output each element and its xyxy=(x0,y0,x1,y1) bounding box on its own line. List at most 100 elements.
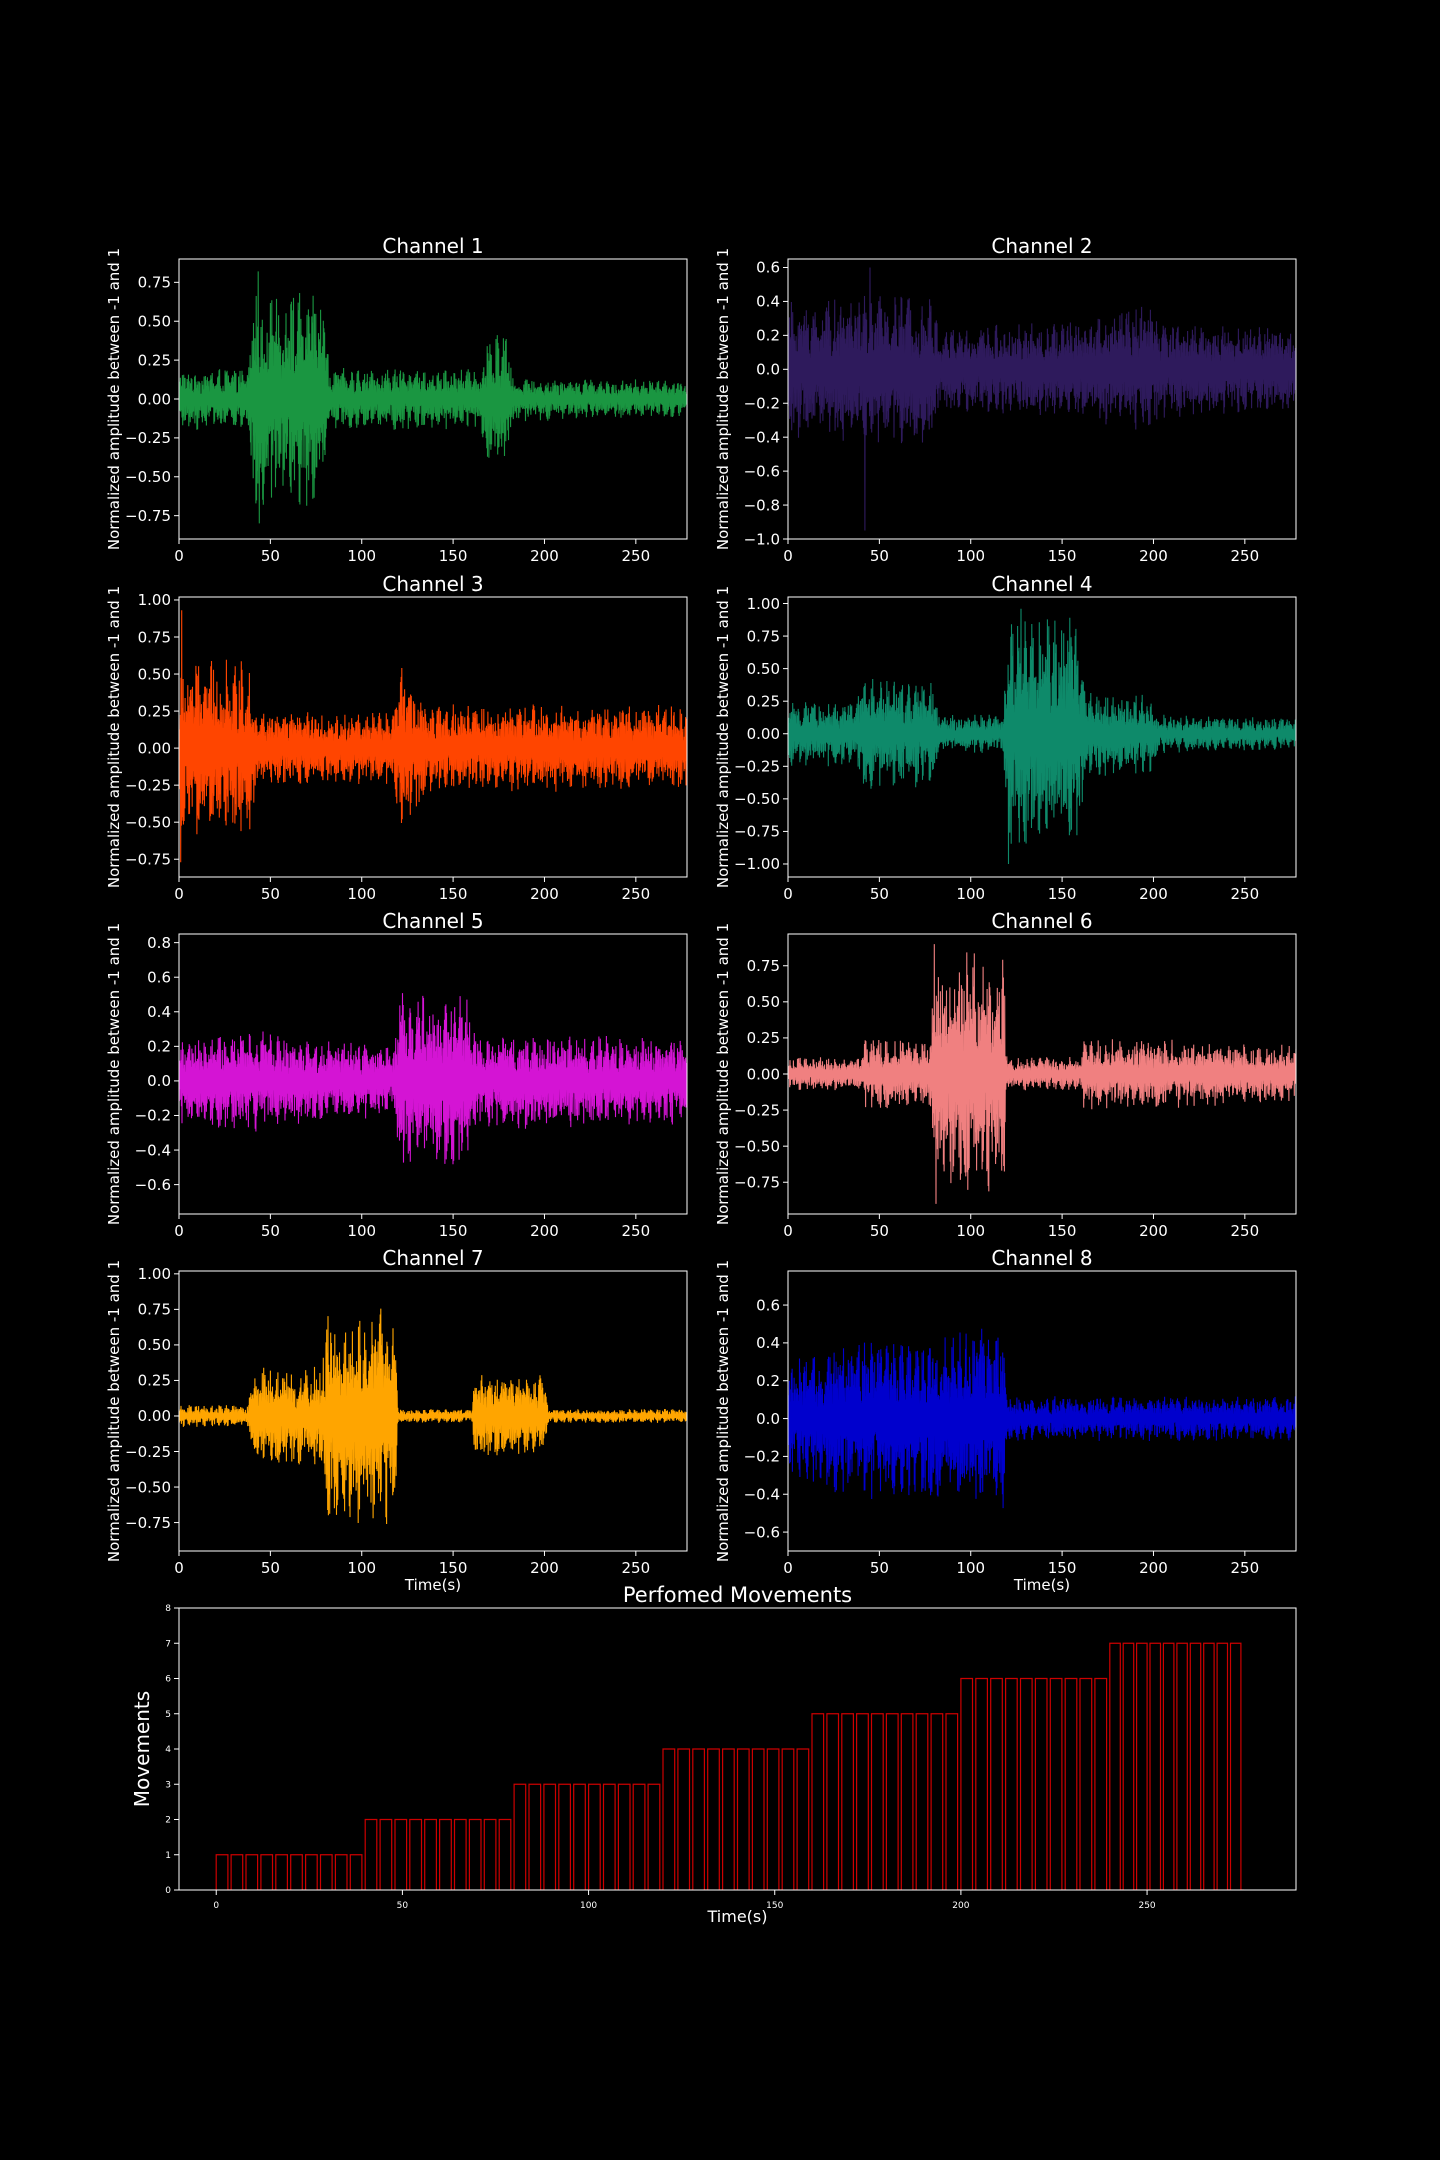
channel-6-plot-signal-line xyxy=(788,944,1296,1204)
movements-plot-ytick-label-3: 3 xyxy=(165,1780,171,1790)
channel-2-plot-xtick-label-0: 0 xyxy=(783,547,793,565)
channel-5-plot-xtick-label-1: 50 xyxy=(261,1222,280,1240)
channel-4-plot-xtick-label-2: 100 xyxy=(956,885,985,903)
channel-1-plot-xtick-label-1: 50 xyxy=(261,547,280,565)
channel-1-plot-ytick-label-0: −0.75 xyxy=(125,507,171,525)
channel-7-plot-frame xyxy=(178,1270,688,1552)
channel-7-plot-xtick-label-5: 250 xyxy=(622,1559,651,1577)
channel-6-plot-xtick-label-2: 100 xyxy=(956,1222,985,1240)
channel-2-plot-ytick-label-7: 0.4 xyxy=(756,293,780,311)
movements-title: Perfomed Movements xyxy=(623,1583,852,1607)
channel-4-plot-ytick-label-8: 1.00 xyxy=(747,595,780,613)
channel-3-plot-trace-group xyxy=(179,610,687,863)
channel-1-plot-xtick-label-5: 250 xyxy=(622,547,651,565)
movements-plot-trace-group xyxy=(215,1642,1244,1890)
channel-6-plot: Channel 6 Normalized amplitude between -… xyxy=(714,909,1297,1240)
channel-5-plot-xtick-label-3: 150 xyxy=(439,1222,468,1240)
channel-4-plot-ytick-label-1: −0.75 xyxy=(734,823,780,841)
channel-5-title: Channel 5 xyxy=(382,909,483,933)
channel-6-plot-xtick-label-4: 200 xyxy=(1139,1222,1168,1240)
channel-8-plot-ytick-label-5: 0.4 xyxy=(756,1334,780,1352)
channel-4-plot-xtick-label-4: 200 xyxy=(1139,885,1168,903)
channel-8-plot-ytick-label-1: −0.4 xyxy=(744,1485,780,1503)
channel-6-plot-ytick-label-1: −0.50 xyxy=(734,1137,780,1155)
channel-5-plot-xtick-label-5: 250 xyxy=(622,1222,651,1240)
channel-2-title: Channel 2 xyxy=(991,234,1092,258)
channel-2-plot-xtick-label-5: 250 xyxy=(1231,547,1260,565)
channel-7-plot-ytick-label-4: 0.25 xyxy=(138,1372,171,1390)
channel-8-plot: Channel 8 Normalized amplitude between -… xyxy=(714,1246,1297,1594)
channel-4-plot-frame xyxy=(787,596,1297,878)
channel-5-plot-frame xyxy=(178,933,688,1215)
movements-plot-xtick-label-0: 0 xyxy=(213,1901,219,1911)
movements-plot-ytick-label-2: 2 xyxy=(165,1816,171,1826)
channel-7-title: Channel 7 xyxy=(382,1246,483,1270)
channel-4-plot-ytick-label-3: −0.25 xyxy=(734,758,780,776)
channel-5-plot-ytick-label-7: 0.8 xyxy=(147,934,171,952)
channel-8-plot-xtick-label-2: 100 xyxy=(956,1559,985,1577)
channel-8-plot-frame xyxy=(787,1270,1297,1552)
movements-plot-xtick-label-4: 200 xyxy=(952,1901,969,1911)
channel-8-plot-ytick-label-6: 0.6 xyxy=(756,1296,780,1314)
channel-3-ylabel: Normalized amplitude between -1 and 1 xyxy=(105,586,123,888)
channel-3-plot-xtick-label-1: 50 xyxy=(261,885,280,903)
channel-7-xlabel: Time(s) xyxy=(404,1576,461,1594)
movements-plot-xtick-label-2: 100 xyxy=(580,1901,597,1911)
channel-5-plot-trace-group xyxy=(179,993,687,1165)
movements-ylabel: Movements xyxy=(130,1691,154,1807)
channel-8-plot-xtick-label-1: 50 xyxy=(870,1559,889,1577)
channel-2-plot-ytick-label-4: −0.2 xyxy=(744,394,780,412)
channel-2-plot-ytick-label-0: −1.0 xyxy=(744,530,780,548)
channel-4-plot-xtick-label-1: 50 xyxy=(870,885,889,903)
channel-2-plot-ytick-label-5: 0.0 xyxy=(756,361,780,379)
channel-2-ylabel: Normalized amplitude between -1 and 1 xyxy=(714,248,732,550)
channel-2-plot-ytick-label-2: −0.6 xyxy=(744,462,780,480)
channel-8-plot-trace-group xyxy=(788,1328,1296,1509)
channel-8-title: Channel 8 xyxy=(991,1246,1092,1270)
channel-4-plot-signal-line xyxy=(788,608,1296,865)
channel-7-plot-xtick-label-1: 50 xyxy=(261,1559,280,1577)
channel-4-plot-ytick-label-2: −0.50 xyxy=(734,790,780,808)
channel-4-plot-xtick-label-3: 150 xyxy=(1048,885,1077,903)
channel-7-plot-ytick-label-2: −0.25 xyxy=(125,1443,171,1461)
channel-8-plot-signal-line xyxy=(788,1328,1296,1509)
channel-6-plot-xtick-label-0: 0 xyxy=(783,1222,793,1240)
channel-4-plot-ytick-label-0: −1.00 xyxy=(734,855,780,873)
channel-3-plot-ytick-label-2: −0.25 xyxy=(125,776,171,794)
channel-7-plot-trace-group xyxy=(179,1308,687,1525)
channel-4-plot-ytick-label-5: 0.25 xyxy=(747,692,780,710)
channel-4-plot: Channel 4 Normalized amplitude between -… xyxy=(714,572,1297,903)
channel-4-plot-ytick-label-4: 0.00 xyxy=(747,725,780,743)
channel-6-plot-ytick-label-2: −0.25 xyxy=(734,1101,780,1119)
channel-4-plot-xtick-label-0: 0 xyxy=(783,885,793,903)
movements-plot-xtick-label-3: 150 xyxy=(766,1901,783,1911)
channel-2-plot-xtick-label-1: 50 xyxy=(870,547,889,565)
channel-6-plot-xtick-label-3: 150 xyxy=(1048,1222,1077,1240)
channel-8-plot-xtick-label-5: 250 xyxy=(1231,1559,1260,1577)
channel-3-plot-xtick-label-2: 100 xyxy=(347,885,376,903)
channel-4-plot-trace-group xyxy=(788,608,1296,865)
channel-7-plot-ytick-label-1: −0.50 xyxy=(125,1478,171,1496)
channel-3-plot-xtick-label-0: 0 xyxy=(174,885,184,903)
channel-7-plot-xtick-label-0: 0 xyxy=(174,1559,184,1577)
channel-6-plot-ytick-label-4: 0.25 xyxy=(747,1029,780,1047)
channel-4-plot-xtick-label-5: 250 xyxy=(1231,885,1260,903)
movements-plot-ytick-label-1: 1 xyxy=(165,1851,171,1861)
channel-3-plot-frame xyxy=(178,596,688,878)
channel-2-plot-ytick-label-6: 0.2 xyxy=(756,327,780,345)
channel-5-plot-ytick-label-1: −0.4 xyxy=(135,1141,171,1159)
channel-2-plot-frame xyxy=(787,258,1297,540)
movements-plot-ytick-label-0: 0 xyxy=(165,1886,171,1896)
channel-5-plot-ytick-label-3: 0.0 xyxy=(147,1072,171,1090)
channel-7-plot-xtick-label-4: 200 xyxy=(530,1559,559,1577)
channel-7-plot-ytick-label-3: 0.00 xyxy=(138,1407,171,1425)
channel-5-plot-ytick-label-4: 0.2 xyxy=(147,1038,171,1056)
channel-1-plot-ytick-label-4: 0.25 xyxy=(138,351,171,369)
channel-6-plot-xtick-label-5: 250 xyxy=(1231,1222,1260,1240)
movements-plot-ytick-label-5: 5 xyxy=(165,1710,171,1720)
channel-5-plot-xtick-label-2: 100 xyxy=(347,1222,376,1240)
channel-2-plot-ytick-label-1: −0.8 xyxy=(744,496,780,514)
channel-5-plot-xtick-label-0: 0 xyxy=(174,1222,184,1240)
channel-2-plot-trace-group xyxy=(788,267,1296,531)
channel-1-plot-ytick-label-2: −0.25 xyxy=(125,429,171,447)
